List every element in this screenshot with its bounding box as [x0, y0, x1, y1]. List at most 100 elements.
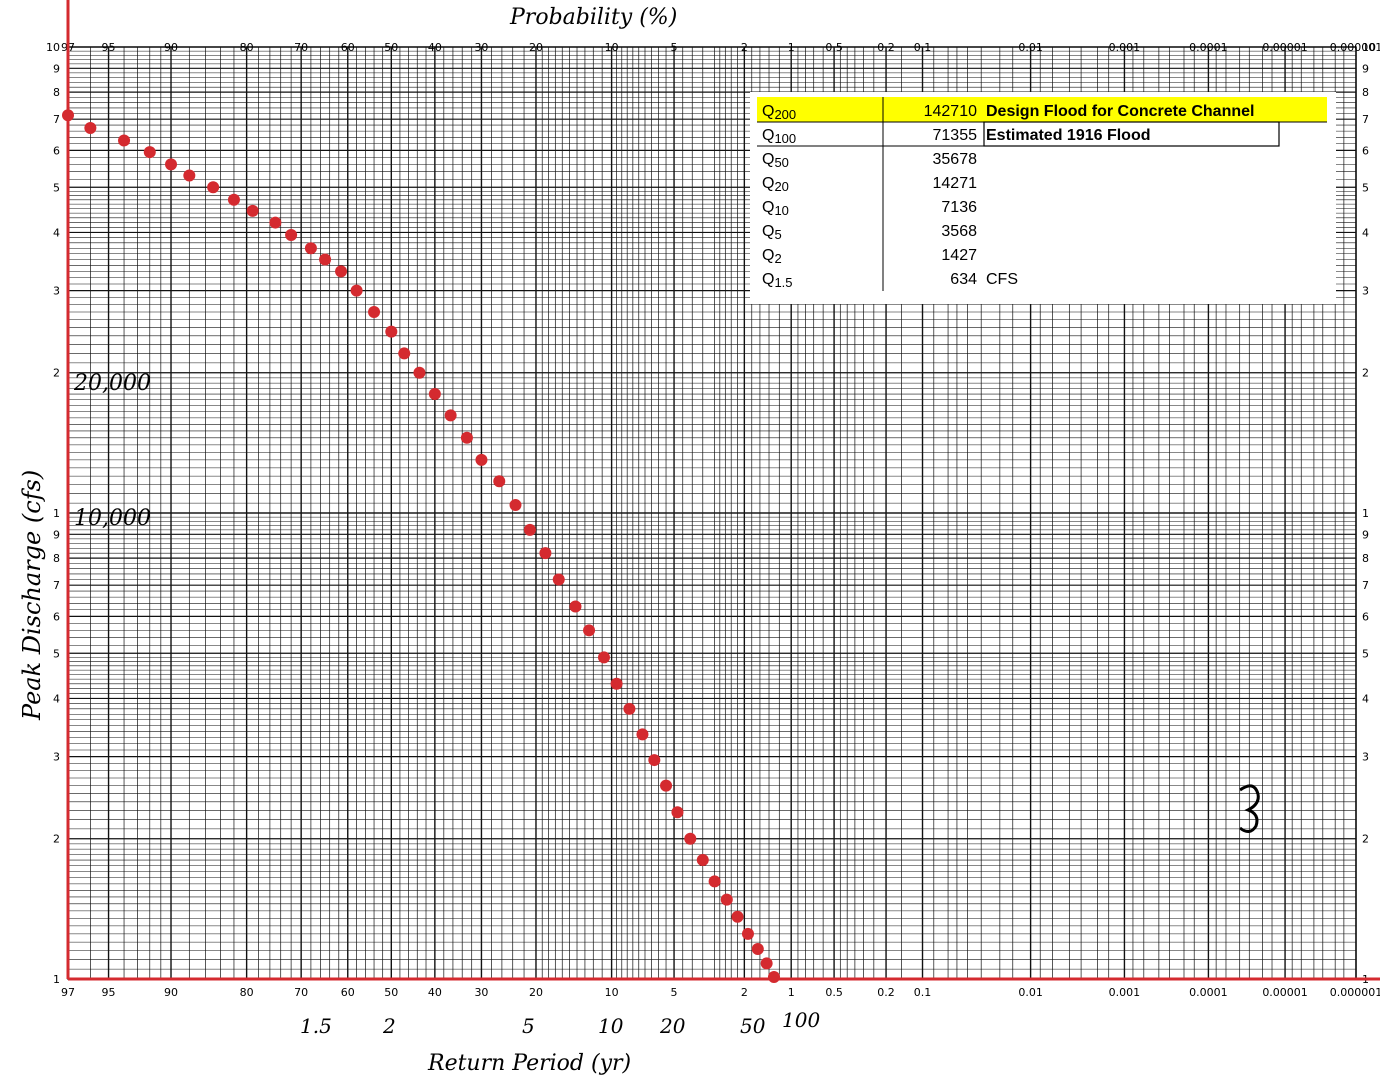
data-point — [552, 573, 565, 586]
highlight-row — [757, 97, 1327, 122]
data-point — [610, 677, 623, 690]
y-axis-label: Peak Discharge (cfs) — [18, 470, 46, 721]
table-row-label: Q5 — [762, 223, 782, 242]
y-tick-label-right: 7 — [1362, 579, 1369, 592]
x-tick-label-top: 5 — [671, 41, 678, 54]
data-point — [767, 970, 780, 983]
data-point — [623, 702, 636, 715]
x-tick-label-top: 0.2 — [877, 41, 895, 54]
data-point — [671, 806, 684, 819]
x-tick-label-bottom: 95 — [102, 986, 116, 999]
table-row-value: 71355 — [933, 127, 978, 144]
y-tick-label-left: 5 — [53, 647, 60, 660]
table-row-value: 634 — [950, 271, 977, 288]
x-tick-label-bottom: 97 — [61, 986, 75, 999]
table-row-value: 1427 — [941, 247, 977, 264]
x-tick-label-top: 50 — [384, 41, 398, 54]
y-tick-label-right: 7 — [1362, 113, 1369, 126]
y-tick-label-right: 5 — [1362, 647, 1369, 660]
y-tick-label-left: 9 — [53, 62, 60, 75]
x-tick-label-top: 70 — [294, 41, 308, 54]
y-tick-label-left: 4 — [53, 692, 60, 705]
y-tick-label-right: 8 — [1362, 552, 1369, 565]
x-tick-label-bottom: 60 — [341, 986, 355, 999]
table-row-subscript: 100 — [774, 131, 796, 146]
return-period-label: 50 — [740, 1014, 766, 1038]
data-point — [84, 122, 97, 135]
y-tick-label-left: 5 — [53, 181, 60, 194]
data-point — [660, 779, 673, 792]
data-point — [285, 228, 298, 241]
note-box — [983, 121, 1280, 147]
data-point — [583, 624, 596, 637]
data-point — [648, 754, 661, 767]
y-tick-label-left: 7 — [53, 113, 60, 126]
data-point — [720, 893, 733, 906]
flood-table: Q200 142710 Design Flood for Concrete Chan… — [750, 92, 1336, 304]
return-period-label: 2 — [382, 1014, 396, 1038]
table-row-subscript: 20 — [774, 179, 788, 194]
data-point — [207, 181, 220, 194]
x-tick-label-top: 0.5 — [825, 41, 843, 54]
x-tick-label-top: 95 — [102, 41, 116, 54]
y-tick-label-left: 2 — [53, 367, 60, 380]
table-row-label: Q50 — [762, 151, 789, 170]
data-point — [246, 204, 259, 217]
x-tick-label-top: 0.000001 — [1330, 41, 1380, 54]
return-period-label: 1.5 — [300, 1014, 332, 1038]
chart-title: Probability (%) — [509, 5, 677, 30]
table-row-value: 35678 — [933, 151, 978, 168]
table-row-note: Estimated 1916 Flood — [986, 127, 1151, 144]
y-tick-label-right: 9 — [1362, 62, 1369, 75]
y-tick-label-left: 9 — [53, 528, 60, 541]
x-tick-label-bottom: 20 — [529, 986, 543, 999]
table-row-subscript: 5 — [774, 227, 781, 242]
table-rows: Q200 142710 Design Flood for Concrete Chan… — [762, 103, 1254, 290]
x-tick-label-bottom: 30 — [474, 986, 488, 999]
data-point — [269, 216, 282, 229]
y-tick-label-left: 3 — [53, 285, 60, 298]
y-tick-label-right: 9 — [1362, 528, 1369, 541]
x-tick-label-top: 90 — [164, 41, 178, 54]
data-point — [319, 253, 332, 266]
table-row-note: CFS — [986, 271, 1018, 288]
data-point — [509, 499, 522, 512]
table-row-label: Q1.5 — [762, 271, 793, 290]
y-tick-label-left: 8 — [53, 86, 60, 99]
x-tick-label-top: 20 — [529, 41, 543, 54]
x-tick-label-bottom: 40 — [428, 986, 442, 999]
return-period-label: 100 — [782, 1008, 820, 1032]
return-period-labels: 1.5 2 5 10 20 50 100 — [300, 1008, 820, 1038]
table-row-subscript: 2 — [774, 251, 781, 266]
table-row-label: Q20 — [762, 175, 789, 194]
x-tick-label-top: 0.0001 — [1189, 41, 1228, 54]
x-tick-label-bottom: 0.5 — [825, 986, 843, 999]
y-tick-label-left: 1 — [53, 973, 60, 986]
data-point — [304, 242, 317, 255]
data-point — [760, 957, 773, 970]
return-period-label: 20 — [659, 1014, 686, 1038]
table-row-subscript: 1.5 — [774, 275, 792, 290]
x-tick-label-bottom: 0.0001 — [1189, 986, 1228, 999]
x-tick-label-bottom: 0.00001 — [1262, 986, 1308, 999]
table-row-label: Q2 — [762, 247, 782, 266]
x-tick-label-bottom: 90 — [164, 986, 178, 999]
x-tick-label-bottom: 1 — [788, 986, 795, 999]
x-tick-label-bottom: 80 — [240, 986, 254, 999]
table-row-value: 7136 — [941, 199, 977, 216]
flood-table-background — [750, 92, 1336, 304]
data-point — [741, 927, 754, 940]
table-row-subscript: 200 — [774, 107, 796, 122]
data-point — [751, 942, 764, 955]
data-point — [539, 547, 552, 560]
y-tick-label-right: 1 — [1362, 507, 1369, 520]
table-row-value: 142710 — [924, 103, 977, 120]
y-tick-label-right: 2 — [1362, 367, 1369, 380]
x-tick-label-bottom: 0.000001 — [1330, 986, 1380, 999]
data-point — [165, 158, 178, 171]
data-point — [523, 523, 536, 536]
table-row-label: Q10 — [762, 199, 789, 218]
x-tick-label-bottom: 0.1 — [914, 986, 932, 999]
table-row-label: Q100 — [762, 127, 796, 146]
y-tick-label-right: 3 — [1362, 751, 1369, 764]
